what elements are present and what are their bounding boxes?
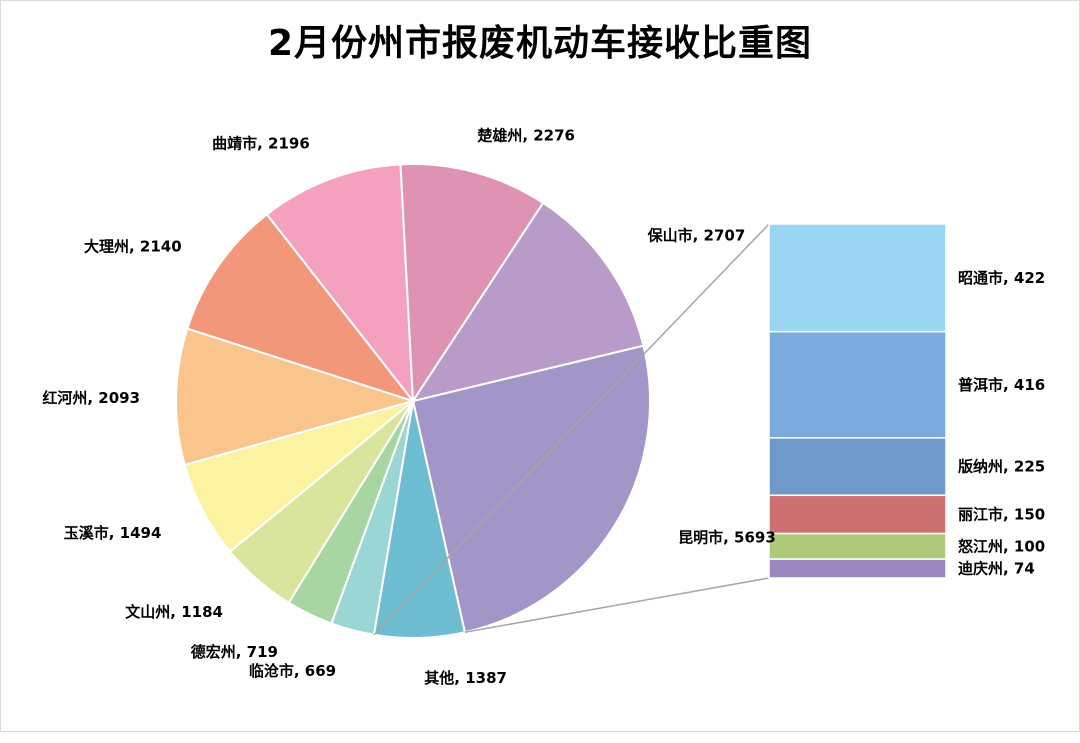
bar-segment-e699aee6b4b1e5b882: [768, 330, 947, 439]
pie-label-e69687e5b1b1e5b79e: 文山州, 1184: [125, 603, 223, 621]
bar-segment-e698ade9809ae5b882: [768, 223, 947, 333]
pie-slices: [175, 163, 651, 639]
pie-label-e69886e6988ee5b882: 昆明市, 5693: [678, 528, 776, 546]
bar-segment-e78988e7bab3e5b79e: [768, 437, 947, 497]
pie-label-e78e89e6baaae5b882: 玉溪市, 1494: [64, 524, 162, 542]
pie-slice-e5a4a7e79086e5b79e: [186, 213, 416, 403]
bar-label-e699aee6b4b1e5b882: 普洱市, 416: [958, 376, 1045, 394]
pie-label-e7baa2e6b2b3e5b79e: 红河州, 2093: [42, 389, 140, 407]
pie-label-e5a4a7e79086e5b79e: 大理州, 2140: [84, 238, 182, 256]
connector-line-bottom: [464, 577, 770, 633]
connector-lines: [373, 223, 770, 636]
pie-label-e6a59ae99b84e5b79e: 楚雄州, 2276: [477, 127, 575, 145]
pie-slice-e7baa2e6b2b3e5b79e: [175, 327, 417, 467]
bar-label-e78988e7bab3e5b79e: 版纳州, 225: [958, 458, 1045, 476]
pie-slice-e6a59ae99b84e5b79e: [399, 163, 545, 405]
bar-segment-e8bfaae5ba86e5b79e: [768, 558, 947, 579]
bar-label-e698ade9809ae5b882: 昭通市, 422: [958, 269, 1045, 287]
bar-label-e68092e6b19fe5b79e: 怒江州, 100: [958, 537, 1045, 555]
connector-line-top: [373, 223, 770, 636]
bar-segment-e68092e6b19fe5b79e: [768, 532, 947, 560]
breakout-bar-segments: [768, 223, 947, 579]
bar-label-e4b8bde6b19fe5b882: 丽江市, 150: [958, 505, 1045, 523]
bar-label-e8bfaae5ba86e5b79e: 迪庆州, 74: [958, 560, 1035, 578]
pie-label-e5beb7e5ae8fe5b79e: 德宏州, 719: [191, 643, 278, 661]
pie-label-e69bb2e99d96e5b882: 曲靖市, 2196: [212, 135, 310, 153]
pie-slice-e69886e6988ee5b882: [411, 344, 651, 634]
pie-label-e585b6e4bb96: 其他, 1387: [424, 669, 507, 687]
pie-slice-e69bb2e99d96e5b882: [265, 163, 415, 405]
pie-label-e4b8b4e6b2a7e5b882: 临沧市, 669: [249, 662, 336, 680]
pie-label-e4bf9de5b1b1e5b882: 保山市, 2707: [647, 227, 746, 245]
pie-slice-e4bf9de5b1b1e5b882: [410, 201, 645, 403]
chart-title: 2月份州市报废机动车接收比重图: [267, 23, 813, 64]
bar-segment-e4b8bde6b19fe5b882: [768, 494, 947, 535]
